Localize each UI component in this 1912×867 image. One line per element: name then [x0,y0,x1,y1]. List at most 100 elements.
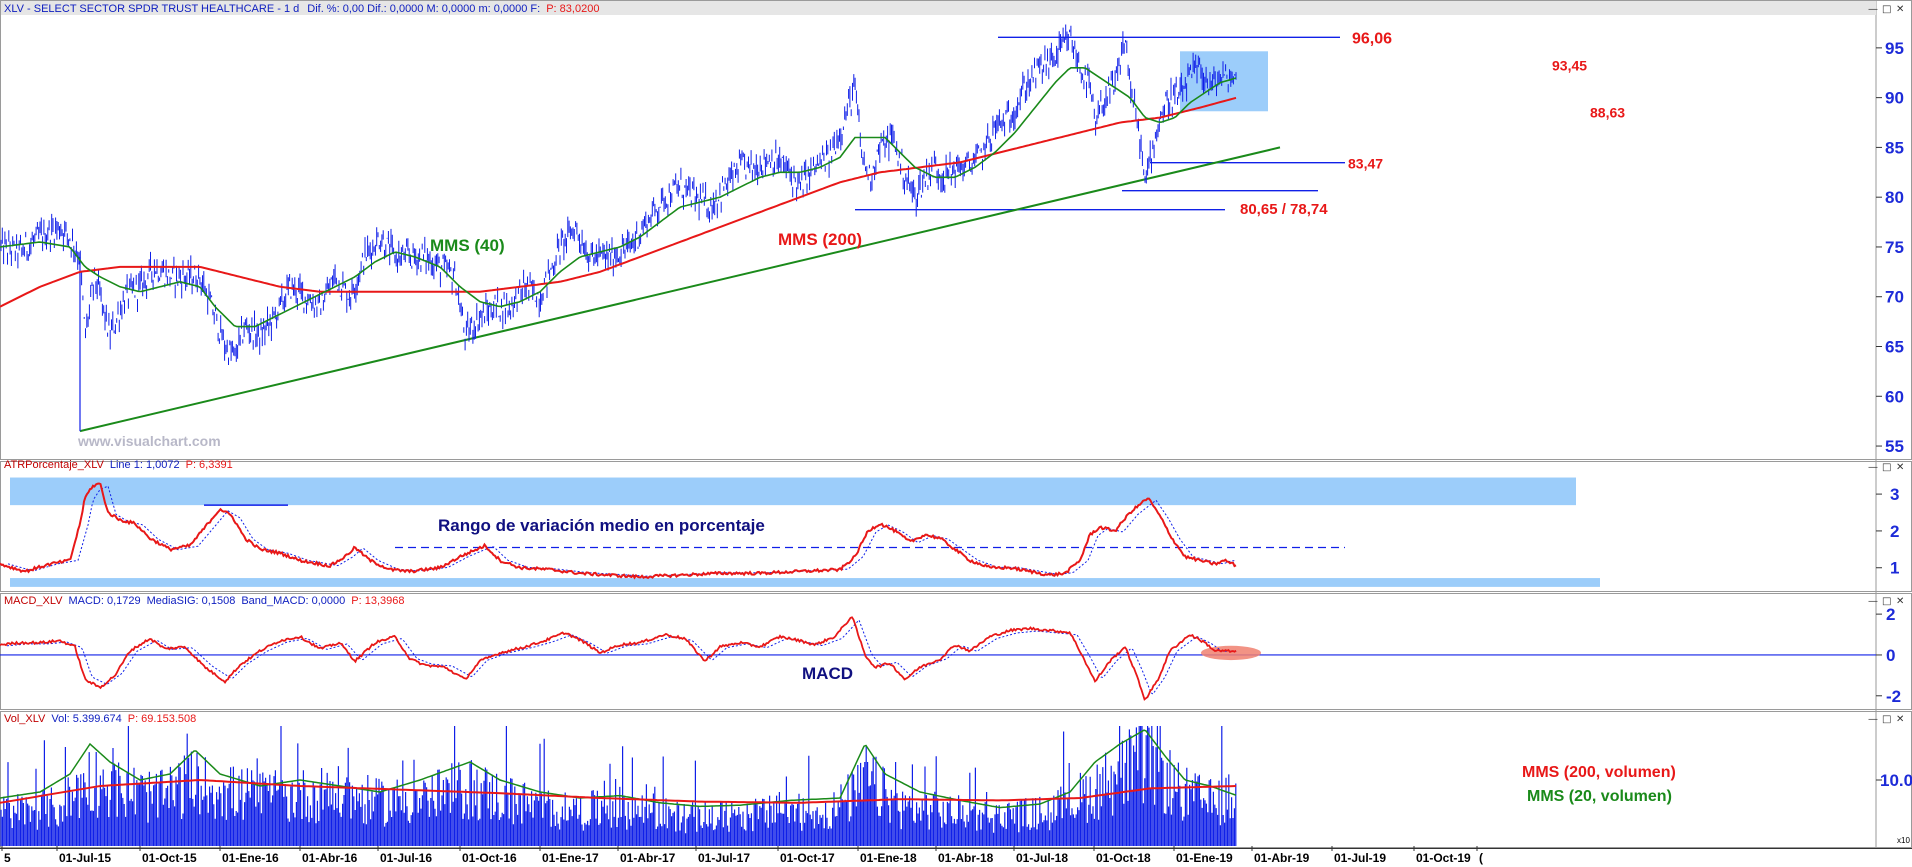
x-axis-tick-label: 01-Abr-18 [938,851,994,865]
maximize-icon[interactable]: □ [1882,596,1891,607]
macd-header: MACD_XLV MACD: 0,1729 MediaSIG: 0,1508 Band… [4,595,404,607]
macd-header-band: Band_MACD: 0,0000 [241,595,345,607]
close-icon[interactable]: ✕ [1896,596,1904,607]
watermark: www.visualchart.com [77,433,221,449]
volume-header-name: Vol_XLV [4,713,46,725]
macd-header-last: P: 13,3968 [351,595,404,607]
minimize-icon[interactable]: — [1868,462,1878,473]
macd-header-macd: MACD: 0,1729 [68,595,140,607]
macd-header-name: MACD_XLV [4,595,63,607]
close-icon[interactable]: ✕ [1896,462,1904,473]
x-axis-tick-label: 01-Ene-18 [860,851,917,865]
minimize-icon[interactable]: — [1868,714,1878,725]
atr-window-controls[interactable]: — □ ✕ [1868,462,1904,473]
price-annotation: MMS (200) [778,230,862,249]
price-trendline [79,146,1281,433]
atr-upper-band [10,477,1576,506]
maximize-icon[interactable]: □ [1882,714,1891,725]
x-axis-tick-label: 01-Oct-15 [142,851,197,865]
price-panel: 55 60 65 70 75 80 85 90 95 96,06 83,47 80,65 / 78,7… [0,24,1904,456]
atr-title: Rango de variación medio en porcentaje [438,516,765,535]
close-icon[interactable]: ✕ [1896,4,1904,15]
price-header: XLV - SELECT SECTOR SPDR TRUST HEALTHCAR… [1,1,1876,15]
atr-header-name: ATRPorcentaje_XLV [4,459,105,471]
x-axis-tick-label: ( [1479,851,1483,865]
x-axis-tick-label: 01-Jul-19 [1334,851,1386,865]
x-axis-tick-label: 01-Oct-19 [1416,851,1471,865]
atr-lower-band [10,578,1600,587]
close-icon[interactable]: ✕ [1896,714,1904,725]
x-axis-tick-label: 01-Abr-17 [620,851,676,865]
atr-line [0,482,1237,580]
price-annotation: MMS (40) [430,236,505,255]
volume-mms20-line [0,729,1237,809]
x-axis-tick-label: 01-Jul-15 [59,851,111,865]
volume-bars [0,726,1237,846]
x-axis-tick-label: 01-Abr-16 [302,851,358,865]
zone-top-label: 93,45 [1552,57,1587,73]
x-axis-tick-label: 01-Ene-17 [542,851,599,865]
x-axis-corner-label: x10 [1897,836,1910,845]
atr-y-tick-label: 2 [1890,522,1899,541]
atr-y-tick-label: 1 [1890,559,1899,578]
price-y-tick-label: 95 [1885,39,1904,58]
price-y-tick-label: 80 [1885,188,1904,207]
price-level-label: 96,06 [1352,30,1392,47]
price-y-tick-label: 90 [1885,89,1904,108]
x-axis-tick-label: 01-Jul-17 [698,851,750,865]
macd-highlight-ellipse [1201,645,1261,661]
volume-mms200-line [0,779,1237,804]
x-axis-tick-label: 5 [4,851,11,865]
atr-panel: 1 2 3 [0,477,1899,587]
x-axis-tick-label: 01-Jul-18 [1016,851,1068,865]
volume-header-vol: Vol: 5.399.674 [51,713,121,725]
price-y-tick-label: 85 [1885,138,1904,157]
maximize-icon[interactable]: □ [1882,462,1891,473]
price-header-symbol: XLV - SELECT SECTOR SPDR TRUST HEALTHCAR… [4,3,299,15]
atr-y-tick-label: 3 [1890,485,1899,504]
mms200-line [0,96,1237,308]
price-y-tick-label: 75 [1885,238,1904,257]
volume-tick-label: 10.000.00 [1880,771,1912,790]
atr-header-last: P: 6,3391 [186,459,233,471]
atr-header-line: Line 1: 1,0072 [110,459,180,471]
x-axis-tick-label: 01-Ene-16 [222,851,279,865]
price-level-label: 83,47 [1348,156,1383,172]
maximize-icon[interactable]: □ [1882,4,1891,15]
macd-line [0,616,1237,701]
volume-label-mms200: MMS (200, volumen) [1522,764,1676,781]
price-level-label: 80,65 / 78,74 [1240,201,1328,218]
price-window-controls[interactable]: — □ ✕ [1868,4,1904,15]
x-axis-tick-label: 01-Oct-17 [780,851,835,865]
zone-bottom-label: 88,63 [1590,104,1625,120]
atr-header: ATRPorcentaje_XLV Line 1: 1,0072 P: 6,3391 [4,459,233,471]
macd-title: MACD [802,664,853,683]
price-header-stats: Dif. %: 0,00 Dif.: 0,0000 M: 0,0000 m: 0… [307,3,540,15]
volume-label-mms20: MMS (20, volumen) [1527,788,1672,805]
x-axis-tick-label: 01-Oct-18 [1096,851,1151,865]
price-y-tick-label: 55 [1885,437,1904,456]
svg-text:XLV - SELECT SECTOR SPDR TRUST: XLV - SELECT SECTOR SPDR TRUST HEALTHCAR… [4,3,599,15]
volume-header-last: P: 69.153.508 [128,713,197,725]
minimize-icon[interactable]: — [1868,4,1878,15]
price-y-tick-label: 65 [1885,338,1904,357]
price-bars [0,24,1237,365]
volume-window-controls[interactable]: — □ ✕ [1868,714,1904,725]
macd-y-tick-label: 0 [1886,646,1895,665]
macd-window-controls[interactable]: — □ ✕ [1868,596,1904,607]
price-y-tick-label: 70 [1885,288,1904,307]
price-y-tick-label: 60 [1885,387,1904,406]
x-axis-tick-label: 01-Ene-19 [1176,851,1233,865]
volume-panel [0,726,1882,846]
x-axis: 5 01-Jul-15 01-Oct-15 01-Ene-16 01-Abr-16 01-… [0,846,1912,865]
minimize-icon[interactable]: — [1868,596,1878,607]
macd-y-tick-label: -2 [1886,687,1901,706]
volume-header: Vol_XLV Vol: 5.399.674 P: 69.153.508 [4,713,196,725]
mms40-line [0,67,1237,328]
macd-header-signal: MediaSIG: 0,1508 [147,595,236,607]
